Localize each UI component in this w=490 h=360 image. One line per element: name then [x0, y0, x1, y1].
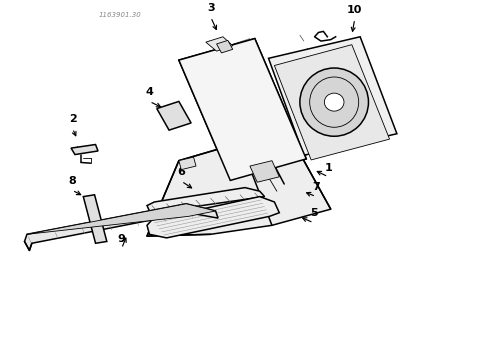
Polygon shape [24, 204, 218, 251]
Text: 1163901.30: 1163901.30 [98, 12, 142, 18]
Polygon shape [83, 195, 107, 243]
Text: 3: 3 [207, 3, 215, 13]
Polygon shape [147, 197, 279, 238]
Polygon shape [147, 143, 331, 236]
Text: 7: 7 [312, 182, 320, 192]
Polygon shape [179, 157, 196, 170]
Polygon shape [274, 45, 390, 160]
Text: 10: 10 [347, 5, 363, 14]
Polygon shape [147, 188, 265, 211]
Ellipse shape [324, 93, 344, 111]
Polygon shape [179, 39, 306, 180]
Text: 9: 9 [118, 234, 125, 244]
Polygon shape [217, 40, 233, 53]
Text: 5: 5 [310, 208, 318, 219]
Text: 1: 1 [324, 162, 332, 172]
Polygon shape [250, 161, 279, 182]
Polygon shape [27, 204, 216, 234]
Text: 6: 6 [177, 167, 185, 177]
Polygon shape [71, 144, 98, 154]
Ellipse shape [300, 68, 368, 136]
Polygon shape [269, 37, 397, 155]
Text: 8: 8 [68, 176, 76, 186]
Polygon shape [206, 37, 233, 51]
Text: 2: 2 [69, 114, 76, 124]
Polygon shape [157, 102, 191, 130]
Text: 4: 4 [146, 87, 153, 97]
